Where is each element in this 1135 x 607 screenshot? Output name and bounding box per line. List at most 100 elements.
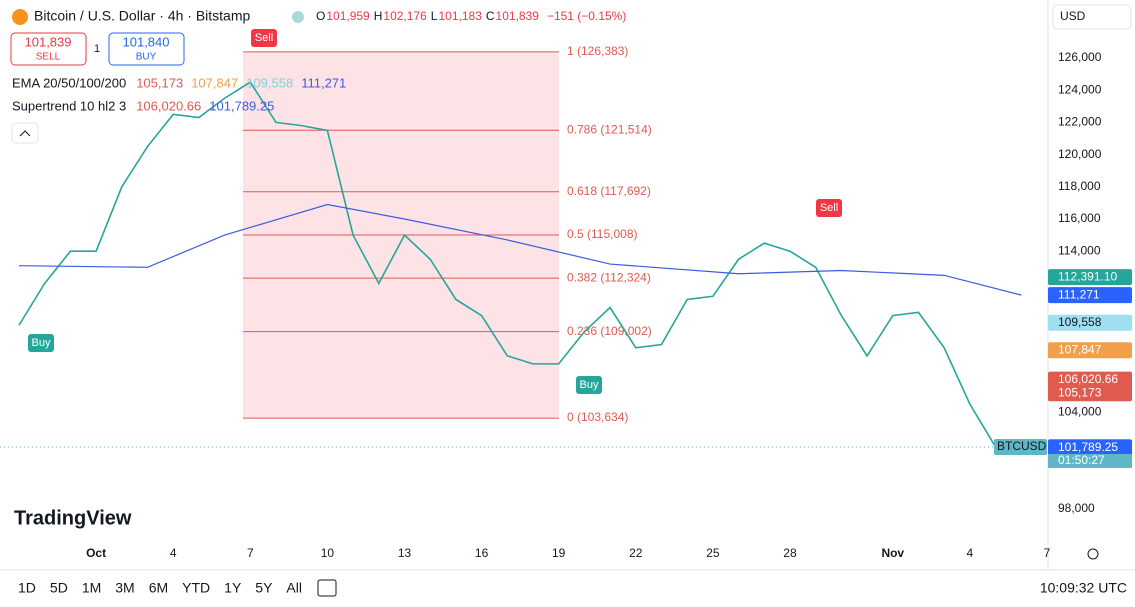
buy-button[interactable] <box>108 32 185 66</box>
series-line <box>18 81 997 448</box>
price-tag <box>1048 314 1132 331</box>
x-tick-label: 7 <box>1044 546 1051 560</box>
indicator-name: EMA 20/50/100/200 <box>12 75 126 90</box>
signal-label: Buy <box>32 337 51 349</box>
ohlc-value: 102,176 <box>383 9 427 23</box>
currency[interactable]: USD <box>1060 9 1086 23</box>
signal-box <box>816 199 842 217</box>
range-button[interactable]: 3M <box>115 580 134 596</box>
price-tag <box>1048 269 1132 286</box>
signal-box <box>576 376 602 394</box>
ohlc-value: 101,183 <box>438 9 482 23</box>
y-tick-label: 120,000 <box>1058 147 1102 161</box>
price-tag <box>1048 385 1132 402</box>
x-tick-label: 4 <box>967 546 974 560</box>
indicator-value: 101,789.25 <box>209 98 274 113</box>
ohlc-key: O <box>316 9 325 23</box>
x-tick-label: 13 <box>398 546 412 560</box>
y-tick-label: 124,000 <box>1058 82 1102 96</box>
fib-label: 1 (126,383) <box>567 44 628 58</box>
range-button[interactable]: 5D <box>50 580 68 596</box>
buy-price[interactable]: 101,840 <box>123 34 170 49</box>
price-tag <box>1048 287 1132 304</box>
change: −151 (−0.15%) <box>547 9 626 23</box>
x-tick-label: 28 <box>783 546 797 560</box>
y-tick-label: 98,000 <box>1058 501 1095 515</box>
range-button[interactable]: YTD <box>182 580 210 596</box>
price-tag-label: 111,271 <box>1058 287 1100 301</box>
y-tick-label: 118,000 <box>1058 179 1101 193</box>
calendar-icon[interactable] <box>317 579 337 597</box>
x-tick-label: Nov <box>881 546 904 560</box>
x-tick-label: 4 <box>170 546 177 560</box>
buy-label[interactable]: BUY <box>136 52 157 63</box>
btc-icon <box>12 9 28 25</box>
x-tick-label: 16 <box>475 546 489 560</box>
range-button[interactable]: 1M <box>82 580 101 596</box>
sell-label[interactable]: SELL <box>36 52 61 63</box>
price-tag-label: 107,847 <box>1058 342 1102 356</box>
fib-label: 0.382 (112,324) <box>567 270 651 284</box>
fib-label: 0.786 (121,514) <box>567 122 652 136</box>
y-tick-label: 126,000 <box>1058 50 1102 64</box>
symbol-tag <box>994 438 1047 455</box>
currency-box[interactable] <box>1052 4 1132 30</box>
logo: TradingView <box>14 507 132 529</box>
indicator-value: 107,847 <box>191 75 238 90</box>
settings-icon[interactable] <box>1087 548 1099 560</box>
indicator-value: 111,271 <box>301 75 346 90</box>
symbol-tag-label: BTCUSD <box>997 439 1047 453</box>
series-line <box>19 203 1022 296</box>
x-tick-label: 7 <box>247 546 254 560</box>
price-tag-label: 109,558 <box>1058 315 1102 329</box>
fib-label: 0 (103,634) <box>567 410 628 424</box>
price-tag-label: 101,789.25 <box>1058 440 1118 454</box>
price-tag-label: 106,020.66 <box>1058 372 1118 386</box>
status-dot <box>292 11 304 23</box>
fib-label: 0.236 (109,002) <box>567 324 652 338</box>
signal-box <box>28 334 54 352</box>
x-tick-label: 22 <box>629 546 643 560</box>
symbol: Bitcoin / U.S. Dollar · 4h · Bitstamp <box>34 8 251 24</box>
collapse-icon[interactable] <box>19 130 31 137</box>
price-tag-label: 105,173 <box>1058 385 1102 399</box>
sell-button[interactable] <box>10 32 87 66</box>
indicator-value: 106,020.66 <box>136 98 201 113</box>
countdown-tag <box>1048 453 1132 468</box>
signal-label: Sell <box>820 202 838 214</box>
range-button[interactable]: 5Y <box>255 580 273 596</box>
qty: 1 <box>94 43 100 55</box>
y-tick-label: 114,000 <box>1058 243 1101 257</box>
price-tag <box>1048 439 1132 456</box>
y-tick-label: 116,000 <box>1058 211 1101 225</box>
x-tick-label: 25 <box>706 546 720 560</box>
collapse-button[interactable] <box>11 122 39 144</box>
y-tick-label: 104,000 <box>1058 404 1102 418</box>
signal-label: Buy <box>580 379 599 391</box>
signal-box <box>251 29 277 47</box>
range-button[interactable]: 6M <box>149 580 168 596</box>
range-button[interactable]: All <box>286 580 302 596</box>
signal-label: Sell <box>255 32 273 44</box>
price-tag <box>1048 371 1132 388</box>
fib-label: 0.5 (115,008) <box>567 227 638 241</box>
plot: 1 (126,383) 0.786 (121,514) 0.618 (117,692… <box>0 29 1048 448</box>
ohlc-value: 101,839 <box>496 9 540 23</box>
sell-price[interactable]: 101,839 <box>25 34 72 49</box>
range-button[interactable]: 1D <box>18 580 36 596</box>
price-tag-label: 112,391.10 <box>1058 269 1117 283</box>
x-tick-label: Oct <box>86 546 106 560</box>
range-button[interactable]: 1Y <box>224 580 242 596</box>
ohlc-key: L <box>431 9 438 23</box>
indicator-value: 109,558 <box>246 75 293 90</box>
fib-label: 0.618 (117,692) <box>567 184 651 198</box>
indicator-value: 105,173 <box>136 75 183 90</box>
price-tag <box>1048 342 1132 359</box>
indicator-name: Supertrend 10 hl2 3 <box>12 98 126 113</box>
countdown: 01:50:27 <box>1058 453 1105 467</box>
x-tick-label: 10 <box>321 546 335 560</box>
y-tick-label: 122,000 <box>1058 115 1102 129</box>
clock: 10:09:32 UTC <box>1040 580 1127 596</box>
